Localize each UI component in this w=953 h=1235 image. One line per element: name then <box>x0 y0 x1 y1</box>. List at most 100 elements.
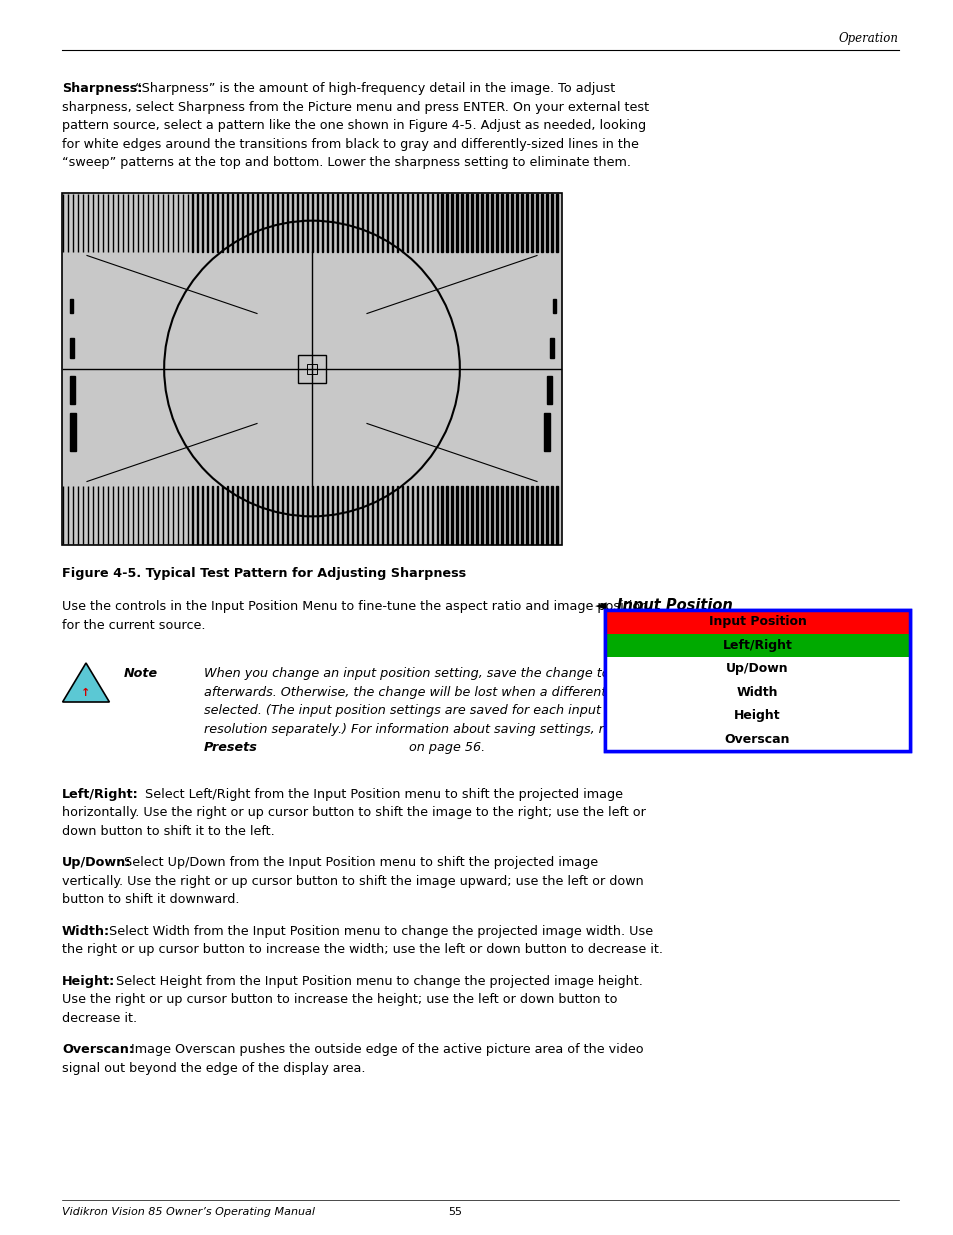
Text: “Sharpness” is the amount of high-frequency detail in the image. To adjust: “Sharpness” is the amount of high-freque… <box>135 82 615 95</box>
Bar <box>352 194 353 252</box>
Bar <box>540 485 543 543</box>
Bar <box>466 194 468 252</box>
Bar <box>321 194 323 252</box>
Bar <box>536 485 537 543</box>
Bar <box>511 485 513 543</box>
Bar <box>307 194 308 252</box>
Bar <box>451 485 453 543</box>
Bar <box>332 485 334 543</box>
Bar <box>347 194 348 252</box>
Bar <box>506 485 508 543</box>
Bar <box>471 485 473 543</box>
Text: for white edges around the transitions from black to gray and differently-sized : for white edges around the transitions f… <box>62 137 639 151</box>
Bar <box>604 704 909 727</box>
Bar <box>217 194 218 252</box>
Bar <box>267 485 268 543</box>
Bar <box>506 194 508 252</box>
Bar <box>312 485 314 543</box>
Bar <box>222 485 223 543</box>
Bar <box>267 194 268 252</box>
Bar <box>491 485 493 543</box>
Bar <box>296 485 298 543</box>
Bar <box>526 485 528 543</box>
Text: Input Position: Input Position <box>617 598 732 613</box>
Bar <box>252 485 253 543</box>
Bar <box>476 485 478 543</box>
Text: decrease it.: decrease it. <box>62 1011 137 1025</box>
Bar <box>556 194 558 252</box>
Bar <box>604 680 909 704</box>
Bar <box>556 485 558 543</box>
Bar <box>361 194 363 252</box>
Bar <box>327 485 328 543</box>
Bar <box>207 194 208 252</box>
Text: Use the right or up cursor button to increase the height; use the left or down b: Use the right or up cursor button to inc… <box>62 993 617 1007</box>
Bar <box>242 485 243 543</box>
Bar <box>70 412 75 451</box>
Bar <box>421 485 423 543</box>
Text: “sweep” patterns at the top and bottom. Lower the sharpness setting to eliminate: “sweep” patterns at the top and bottom. … <box>62 156 630 169</box>
Text: Use the controls in the Input Position Menu to fine-tune the aspect ratio and im: Use the controls in the Input Position M… <box>62 600 648 613</box>
Bar <box>336 485 338 543</box>
Bar <box>252 194 253 252</box>
Bar <box>456 194 458 252</box>
Polygon shape <box>63 663 110 701</box>
Bar <box>247 194 248 252</box>
Bar <box>327 194 328 252</box>
Text: Left/Right:: Left/Right: <box>62 788 138 800</box>
Bar <box>551 194 553 252</box>
Bar <box>486 485 488 543</box>
Bar <box>401 194 403 252</box>
Bar <box>381 194 383 252</box>
Text: Figure 4-5. Typical Test Pattern for Adjusting Sharpness: Figure 4-5. Typical Test Pattern for Adj… <box>62 567 466 579</box>
Bar <box>531 485 533 543</box>
Bar <box>386 194 388 252</box>
Bar <box>262 485 263 543</box>
Text: pattern source, select a pattern like the one shown in Figure 4-5. Adjust as nee: pattern source, select a pattern like th… <box>62 119 645 132</box>
Bar <box>461 194 463 252</box>
Bar <box>376 194 378 252</box>
Bar <box>426 485 428 543</box>
Bar <box>536 194 537 252</box>
Text: Width:: Width: <box>62 925 110 937</box>
Text: Presets: Presets <box>204 741 257 755</box>
Text: When you change an input position setting, save the change to a preset: When you change an input position settin… <box>204 667 665 680</box>
Bar <box>257 194 258 252</box>
Text: Image Overscan pushes the outside edge of the active picture area of the video: Image Overscan pushes the outside edge o… <box>127 1044 642 1056</box>
Bar <box>307 485 308 543</box>
Bar <box>336 194 338 252</box>
Bar <box>217 485 218 543</box>
Text: signal out beyond the edge of the display area.: signal out beyond the edge of the displa… <box>62 1062 365 1074</box>
Bar <box>500 485 503 543</box>
Bar <box>604 634 909 657</box>
Text: resolution separately.) For information about saving settings, refer to: resolution separately.) For information … <box>204 722 649 736</box>
Bar <box>202 194 203 252</box>
Bar <box>272 194 274 252</box>
Bar <box>237 194 238 252</box>
Bar <box>392 194 393 252</box>
Bar <box>386 485 388 543</box>
Bar <box>516 485 517 543</box>
Bar <box>406 194 408 252</box>
Bar <box>376 485 378 543</box>
Text: Height:: Height: <box>62 974 115 988</box>
Bar <box>347 485 348 543</box>
Bar <box>551 485 553 543</box>
Text: Operation: Operation <box>838 32 898 44</box>
Bar <box>257 485 258 543</box>
Bar <box>62 193 561 545</box>
Text: selected. (The input position settings are saved for each input and: selected. (The input position settings a… <box>204 704 628 718</box>
Bar <box>416 485 418 543</box>
Text: Up/Down: Up/Down <box>725 662 788 676</box>
Bar <box>520 485 523 543</box>
Bar <box>441 194 443 252</box>
Bar <box>431 194 433 252</box>
Bar <box>446 485 448 543</box>
Bar <box>247 485 248 543</box>
Bar <box>396 485 398 543</box>
Bar <box>287 194 288 252</box>
Bar <box>461 485 463 543</box>
Bar <box>277 194 278 252</box>
Bar <box>546 375 551 404</box>
Bar <box>207 485 208 543</box>
